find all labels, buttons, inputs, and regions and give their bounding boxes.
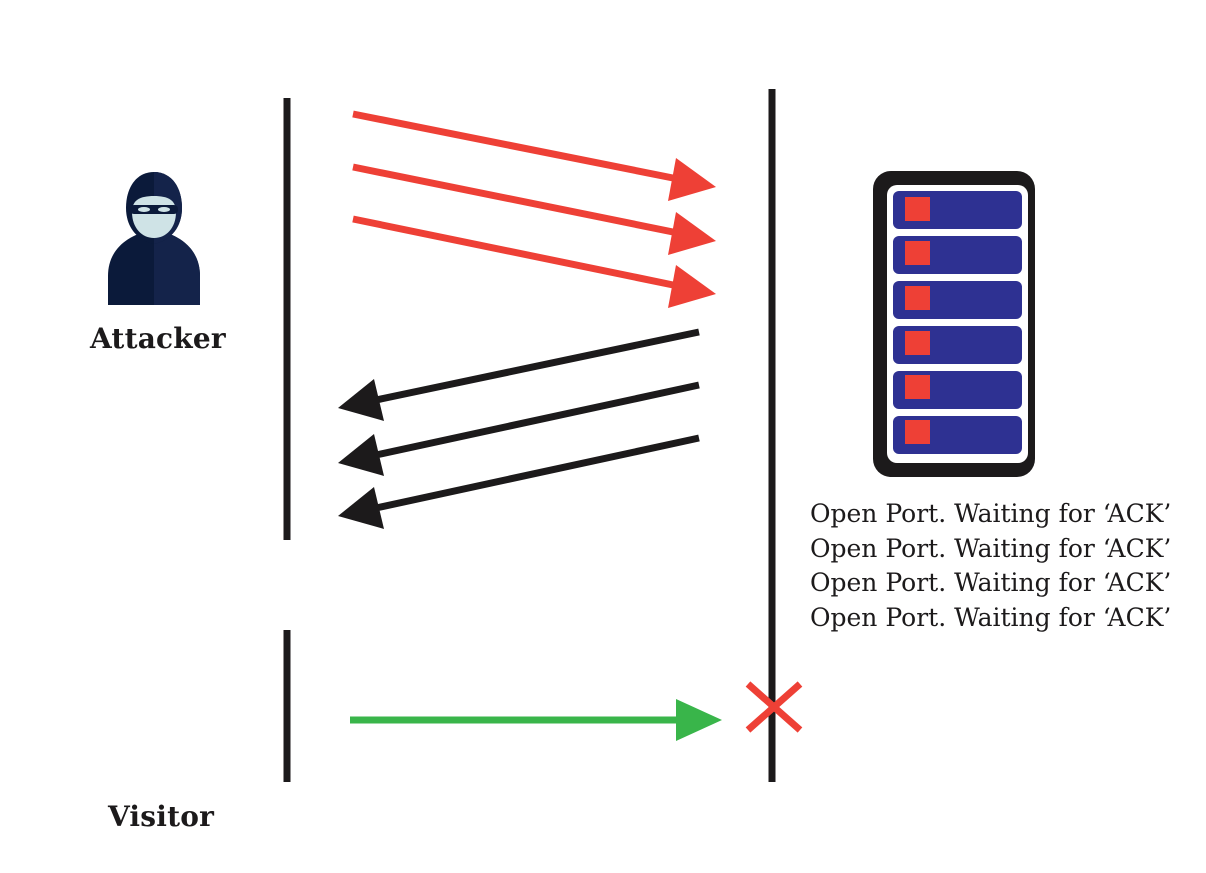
server-slot-3: [893, 281, 1022, 319]
server-status-line: Open Port. Waiting for ‘ACK’: [810, 499, 1172, 528]
red-x-icon: [745, 681, 803, 733]
server-status-list: Open Port. Waiting for ‘ACK’ Open Port. …: [810, 497, 1171, 635]
server-rack-icon: [873, 171, 1035, 477]
server-slot-1: [893, 191, 1022, 229]
server-slot-6: [893, 416, 1022, 454]
visitor-arrow: [350, 699, 722, 741]
server-status-line: Open Port. Waiting for ‘ACK’: [810, 533, 1172, 563]
synack-arrow-3: [338, 434, 700, 529]
synack-arrow-2: [338, 381, 700, 476]
server-slot-5: [893, 371, 1022, 409]
hooded-hacker-icon: [108, 172, 200, 305]
attacker-label: Attacker: [90, 322, 226, 355]
visitor-label: Visitor: [108, 800, 215, 833]
server-slot-4: [893, 326, 1022, 364]
server-status-line: Open Port. Waiting for ‘ACK’: [810, 568, 1172, 597]
syn-arrow-3: [352, 215, 716, 308]
server-status-line: Open Port. Waiting for ‘ACK’: [810, 602, 1172, 632]
syn-arrow-1: [352, 110, 716, 201]
syn-arrow-2: [352, 163, 716, 255]
server-slot-2: [893, 236, 1022, 274]
synack-arrow-1: [338, 328, 700, 421]
